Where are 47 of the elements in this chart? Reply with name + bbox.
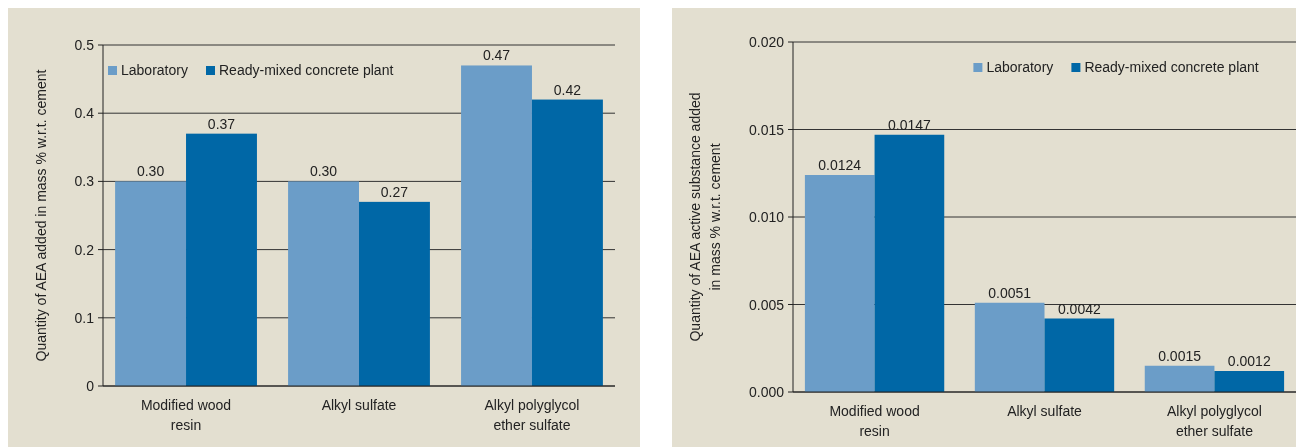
legend-label: Laboratory bbox=[986, 59, 1054, 75]
x-tick-label: Alkyl sulfate bbox=[321, 397, 397, 413]
y-tick-label: 0.2 bbox=[74, 241, 95, 258]
data-label: 0.0051 bbox=[988, 284, 1032, 301]
data-label: 0.37 bbox=[207, 115, 236, 132]
data-label: 0.0124 bbox=[818, 157, 862, 173]
x-tick-label: Modified wood resin bbox=[140, 397, 232, 433]
data-label: 0.0012 bbox=[1227, 353, 1271, 369]
bar bbox=[359, 201, 430, 386]
y-tick-label: 0 bbox=[86, 378, 95, 394]
bar bbox=[186, 133, 257, 386]
legend-label: Ready-mixed concrete plant bbox=[1084, 59, 1259, 75]
legend-label: Laboratory bbox=[121, 62, 188, 78]
data-label: 0.0042 bbox=[1057, 300, 1101, 317]
data-label: 0.47 bbox=[482, 47, 511, 64]
x-tick-label: Modified wood resin bbox=[829, 403, 920, 439]
x-tick-label: Alkyl polyglycol ether sulfate bbox=[1166, 403, 1262, 439]
y-tick-label: 0.005 bbox=[748, 296, 785, 313]
data-label: 0.30 bbox=[136, 163, 165, 180]
bar bbox=[531, 99, 603, 386]
y-tick-label: 0.000 bbox=[748, 384, 785, 400]
y-axis-title: Quantity of AEA active substance added in mass % w.r.t. cement bbox=[687, 92, 723, 342]
y-tick-label: 0.3 bbox=[74, 173, 95, 190]
bar bbox=[461, 65, 532, 386]
y-axis-title: Quantity of AEA added in mass % w.r.t. cement bbox=[33, 69, 49, 362]
y-tick-label: 0.4 bbox=[74, 105, 95, 122]
x-tick-label: Alkyl polyglycol ether sulfate bbox=[484, 397, 580, 433]
data-label: 0.42 bbox=[553, 81, 582, 98]
data-label: 0.27 bbox=[380, 183, 409, 200]
x-tick-label: Alkyl sulfate bbox=[1007, 403, 1083, 419]
data-label: 0.0015 bbox=[1158, 347, 1202, 364]
bar bbox=[288, 181, 359, 386]
bar bbox=[1214, 371, 1285, 392]
y-tick-label: 0.1 bbox=[74, 309, 95, 326]
bar bbox=[804, 175, 875, 392]
y-tick-label: 0.5 bbox=[74, 37, 95, 53]
data-label: 0.0147 bbox=[887, 116, 932, 133]
bar bbox=[115, 181, 187, 386]
legend-label: Ready-mixed concrete plant bbox=[219, 62, 394, 78]
bar bbox=[974, 302, 1045, 392]
y-tick-label: 0.020 bbox=[748, 34, 785, 50]
bar bbox=[1044, 318, 1115, 392]
y-tick-label: 0.010 bbox=[748, 209, 785, 225]
bar bbox=[1144, 365, 1215, 392]
data-label: 0.30 bbox=[309, 163, 338, 180]
bar bbox=[874, 134, 945, 392]
y-tick-label: 0.015 bbox=[748, 121, 785, 138]
